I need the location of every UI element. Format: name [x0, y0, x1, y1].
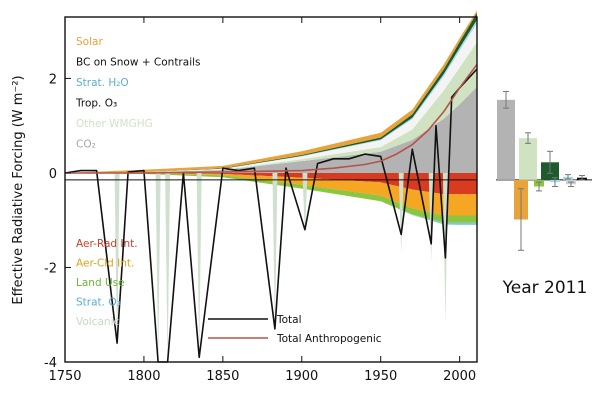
area-negative-land-use: [65, 173, 477, 223]
legend-item-volcanic: Volcanic: [76, 316, 119, 328]
year-2011-bars: [497, 90, 587, 251]
x-tick-label: 1750: [48, 369, 81, 384]
legend-item-strat-o3: Strat. O₃: [76, 297, 121, 309]
volcanic-spike: [272, 172, 278, 329]
y-tick-label: 0: [49, 167, 57, 182]
line-total: [64, 68, 478, 363]
year-2011-label: Year 2011: [502, 278, 588, 298]
x-tick-label: 1850: [206, 369, 239, 384]
line-total-anthropogenic: [65, 63, 478, 174]
total-forcing-lines: [64, 63, 478, 363]
legend-item-aer-rad-int: Aer-Rad Int.: [76, 238, 138, 250]
legend-item-other-wmghg: Other WMGHG: [76, 118, 153, 130]
volcanic-spike: [114, 172, 120, 353]
legend-item-land-use: Land Use: [76, 277, 125, 289]
legend-item-total-anthropogenic: Total Anthropogenic: [276, 333, 382, 345]
legend-item-total: Total: [276, 314, 302, 326]
volcanic-spike: [302, 172, 308, 235]
plot-frame: [64, 16, 478, 363]
axes: 1750 1800 1850 1900 1950 2000 -4 -2 0 2: [44, 17, 476, 384]
main-time-series-plot: 1750 1800 1850 1900 1950 2000 -4 -2 0 2 Effective…: [11, 10, 478, 384]
x-tick-label: 2000: [443, 369, 476, 384]
stacked-forcing-areas: [65, 10, 477, 225]
y-tick-label: 2: [49, 72, 57, 87]
volcanic-spike: [398, 172, 404, 254]
y-tick-label: -2: [44, 261, 57, 276]
area-negative-aer-rad-int: [65, 173, 477, 195]
bar-2011-co2: [497, 99, 515, 180]
legend-item-solar: Solar: [76, 36, 103, 48]
legend-item-strat-h2o: Strat. H₂O: [76, 77, 129, 89]
volcanic-spike: [196, 172, 202, 358]
y-tick-label: -4: [44, 356, 57, 371]
bar-2011-other-wmghg: [519, 138, 537, 180]
volcanic-spike: [165, 172, 171, 362]
x-tick-label: 1800: [127, 369, 160, 384]
legend-item-co2: CO₂: [76, 139, 96, 151]
area-negative-aer-cld-int: [65, 173, 477, 216]
year-2011-bar-panel: Year 2011: [496, 90, 592, 298]
area-positive-co2: [65, 86, 477, 173]
legend-item-bc-on-snow-contrails: BC on Snow + Contrails: [76, 57, 201, 69]
x-tick-label: 1900: [285, 369, 318, 384]
volcanic-spike: [155, 172, 161, 362]
legend-item-aer-cld-int: Aer-Cld Int.: [76, 258, 134, 270]
y-axis-label: Effective Radiative Forcing (W m⁻²): [11, 75, 26, 304]
x-tick-label: 1950: [364, 369, 397, 384]
legend: Solar BC on Snow + Contrails Strat. H₂O Tro…: [75, 36, 382, 345]
legend-item-trop-o3: Trop. O₃: [75, 98, 117, 110]
